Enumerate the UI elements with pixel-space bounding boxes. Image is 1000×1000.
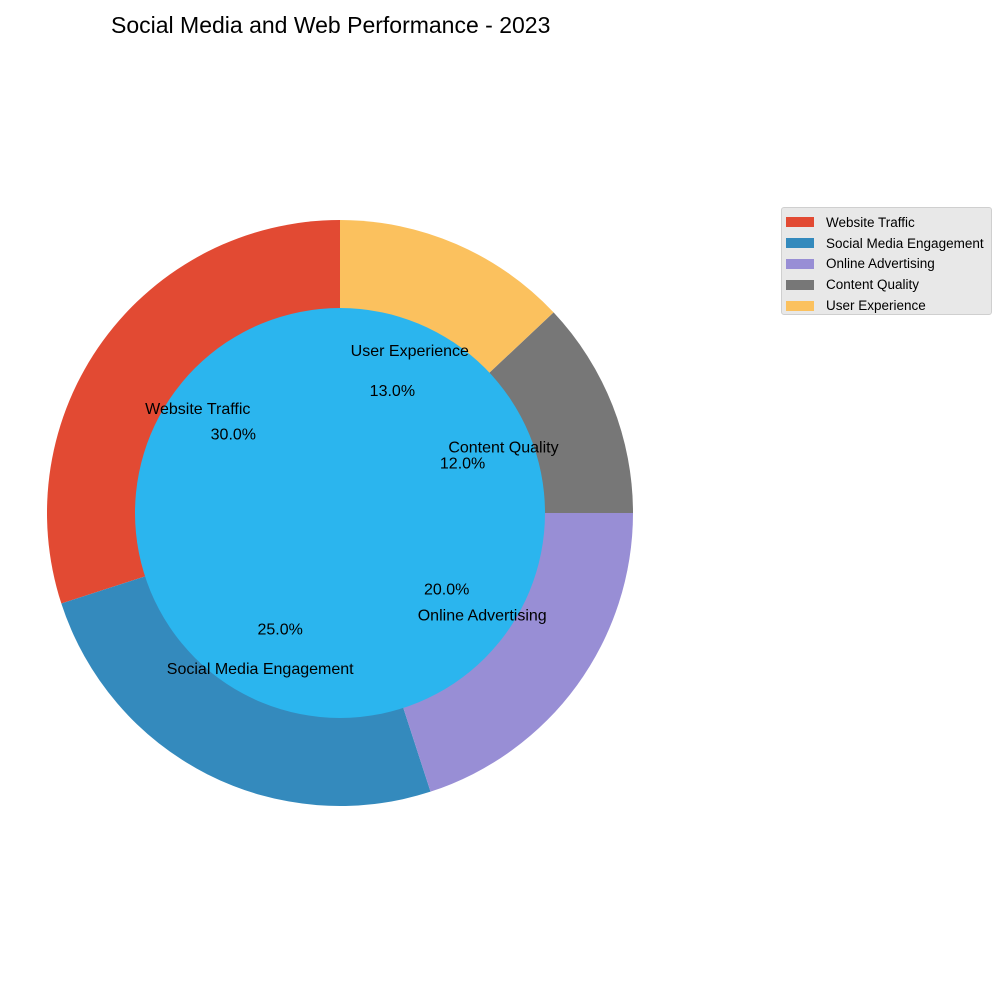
legend-item: Website Traffic <box>786 212 991 233</box>
center-layer <box>135 308 545 718</box>
legend-label: Online Advertising <box>826 256 935 272</box>
slice-percent-label: 12.0% <box>440 456 485 473</box>
legend-label: User Experience <box>826 298 926 314</box>
slice-percent-label: 20.0% <box>424 582 469 599</box>
legend-swatch <box>786 238 814 249</box>
donut-center <box>135 308 545 718</box>
legend-item: Online Advertising <box>786 254 991 275</box>
legend-swatch <box>786 300 814 311</box>
legend: Website Traffic Social Media Engagement On… <box>781 207 992 315</box>
legend-label: Social Media Engagement <box>826 235 984 251</box>
legend-item: Content Quality <box>786 274 991 295</box>
legend-swatch <box>786 217 814 228</box>
legend-label: Content Quality <box>826 277 920 293</box>
slice-label: Social Media Engagement <box>167 661 354 678</box>
legend-label: Website Traffic <box>826 214 915 230</box>
legend-swatch <box>786 279 814 290</box>
labels-layer: Website Traffic 30.0% Social Media Engagem… <box>145 343 558 678</box>
legend-item: User Experience <box>786 295 991 316</box>
slice-percent-label: 30.0% <box>211 427 256 444</box>
slice-label: Online Advertising <box>418 608 547 625</box>
slice-label: User Experience <box>351 343 469 360</box>
slice-percent-label: 13.0% <box>370 383 415 400</box>
legend-swatch <box>786 258 814 269</box>
slice-label: Website Traffic <box>145 401 250 418</box>
slice-percent-label: 25.0% <box>257 622 302 639</box>
chart-title: Social Media and Web Performance - 2023 <box>111 12 551 38</box>
legend-item: Social Media Engagement <box>786 233 991 254</box>
slice-label: Content Quality <box>448 440 558 457</box>
